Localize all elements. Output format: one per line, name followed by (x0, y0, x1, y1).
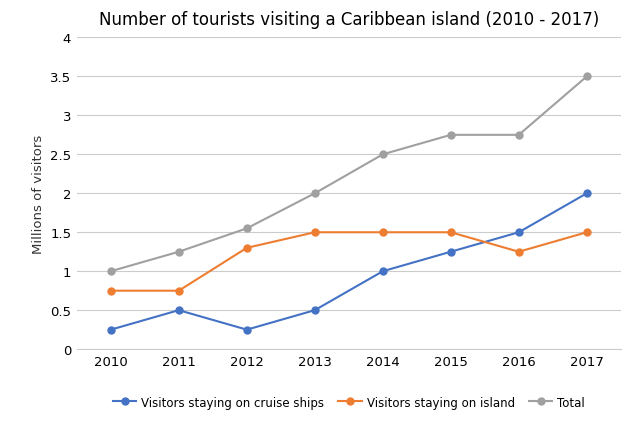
Visitors staying on island (379, 230, 387, 235)
Visitors staying on cruise ships (107, 327, 115, 332)
Visitors staying on island (175, 288, 182, 294)
Visitors staying on island (311, 230, 319, 235)
Total (311, 191, 319, 196)
Total (515, 133, 523, 138)
Visitors staying on cruise ships (583, 191, 591, 196)
Visitors staying on cruise ships (175, 308, 182, 313)
Line: Total: Total (108, 74, 590, 275)
Y-axis label: Millions of visitors: Millions of visitors (31, 134, 45, 253)
Visitors staying on island (515, 250, 523, 255)
Visitors staying on island (107, 288, 115, 294)
Total (243, 226, 251, 231)
Visitors staying on cruise ships (379, 269, 387, 274)
Total (447, 133, 454, 138)
Legend: Visitors staying on cruise ships, Visitors staying on island, Total: Visitors staying on cruise ships, Visito… (113, 396, 585, 409)
Total (107, 269, 115, 274)
Total (583, 75, 591, 80)
Visitors staying on cruise ships (311, 308, 319, 313)
Visitors staying on island (243, 246, 251, 251)
Visitors staying on cruise ships (243, 327, 251, 332)
Visitors staying on cruise ships (515, 230, 523, 235)
Total (175, 250, 182, 255)
Total (379, 153, 387, 158)
Visitors staying on island (447, 230, 454, 235)
Line: Visitors staying on cruise ships: Visitors staying on cruise ships (108, 190, 590, 334)
Visitors staying on island (583, 230, 591, 235)
Title: Number of tourists visiting a Caribbean island (2010 - 2017): Number of tourists visiting a Caribbean … (99, 11, 599, 29)
Visitors staying on cruise ships (447, 250, 454, 255)
Line: Visitors staying on island: Visitors staying on island (108, 229, 590, 294)
